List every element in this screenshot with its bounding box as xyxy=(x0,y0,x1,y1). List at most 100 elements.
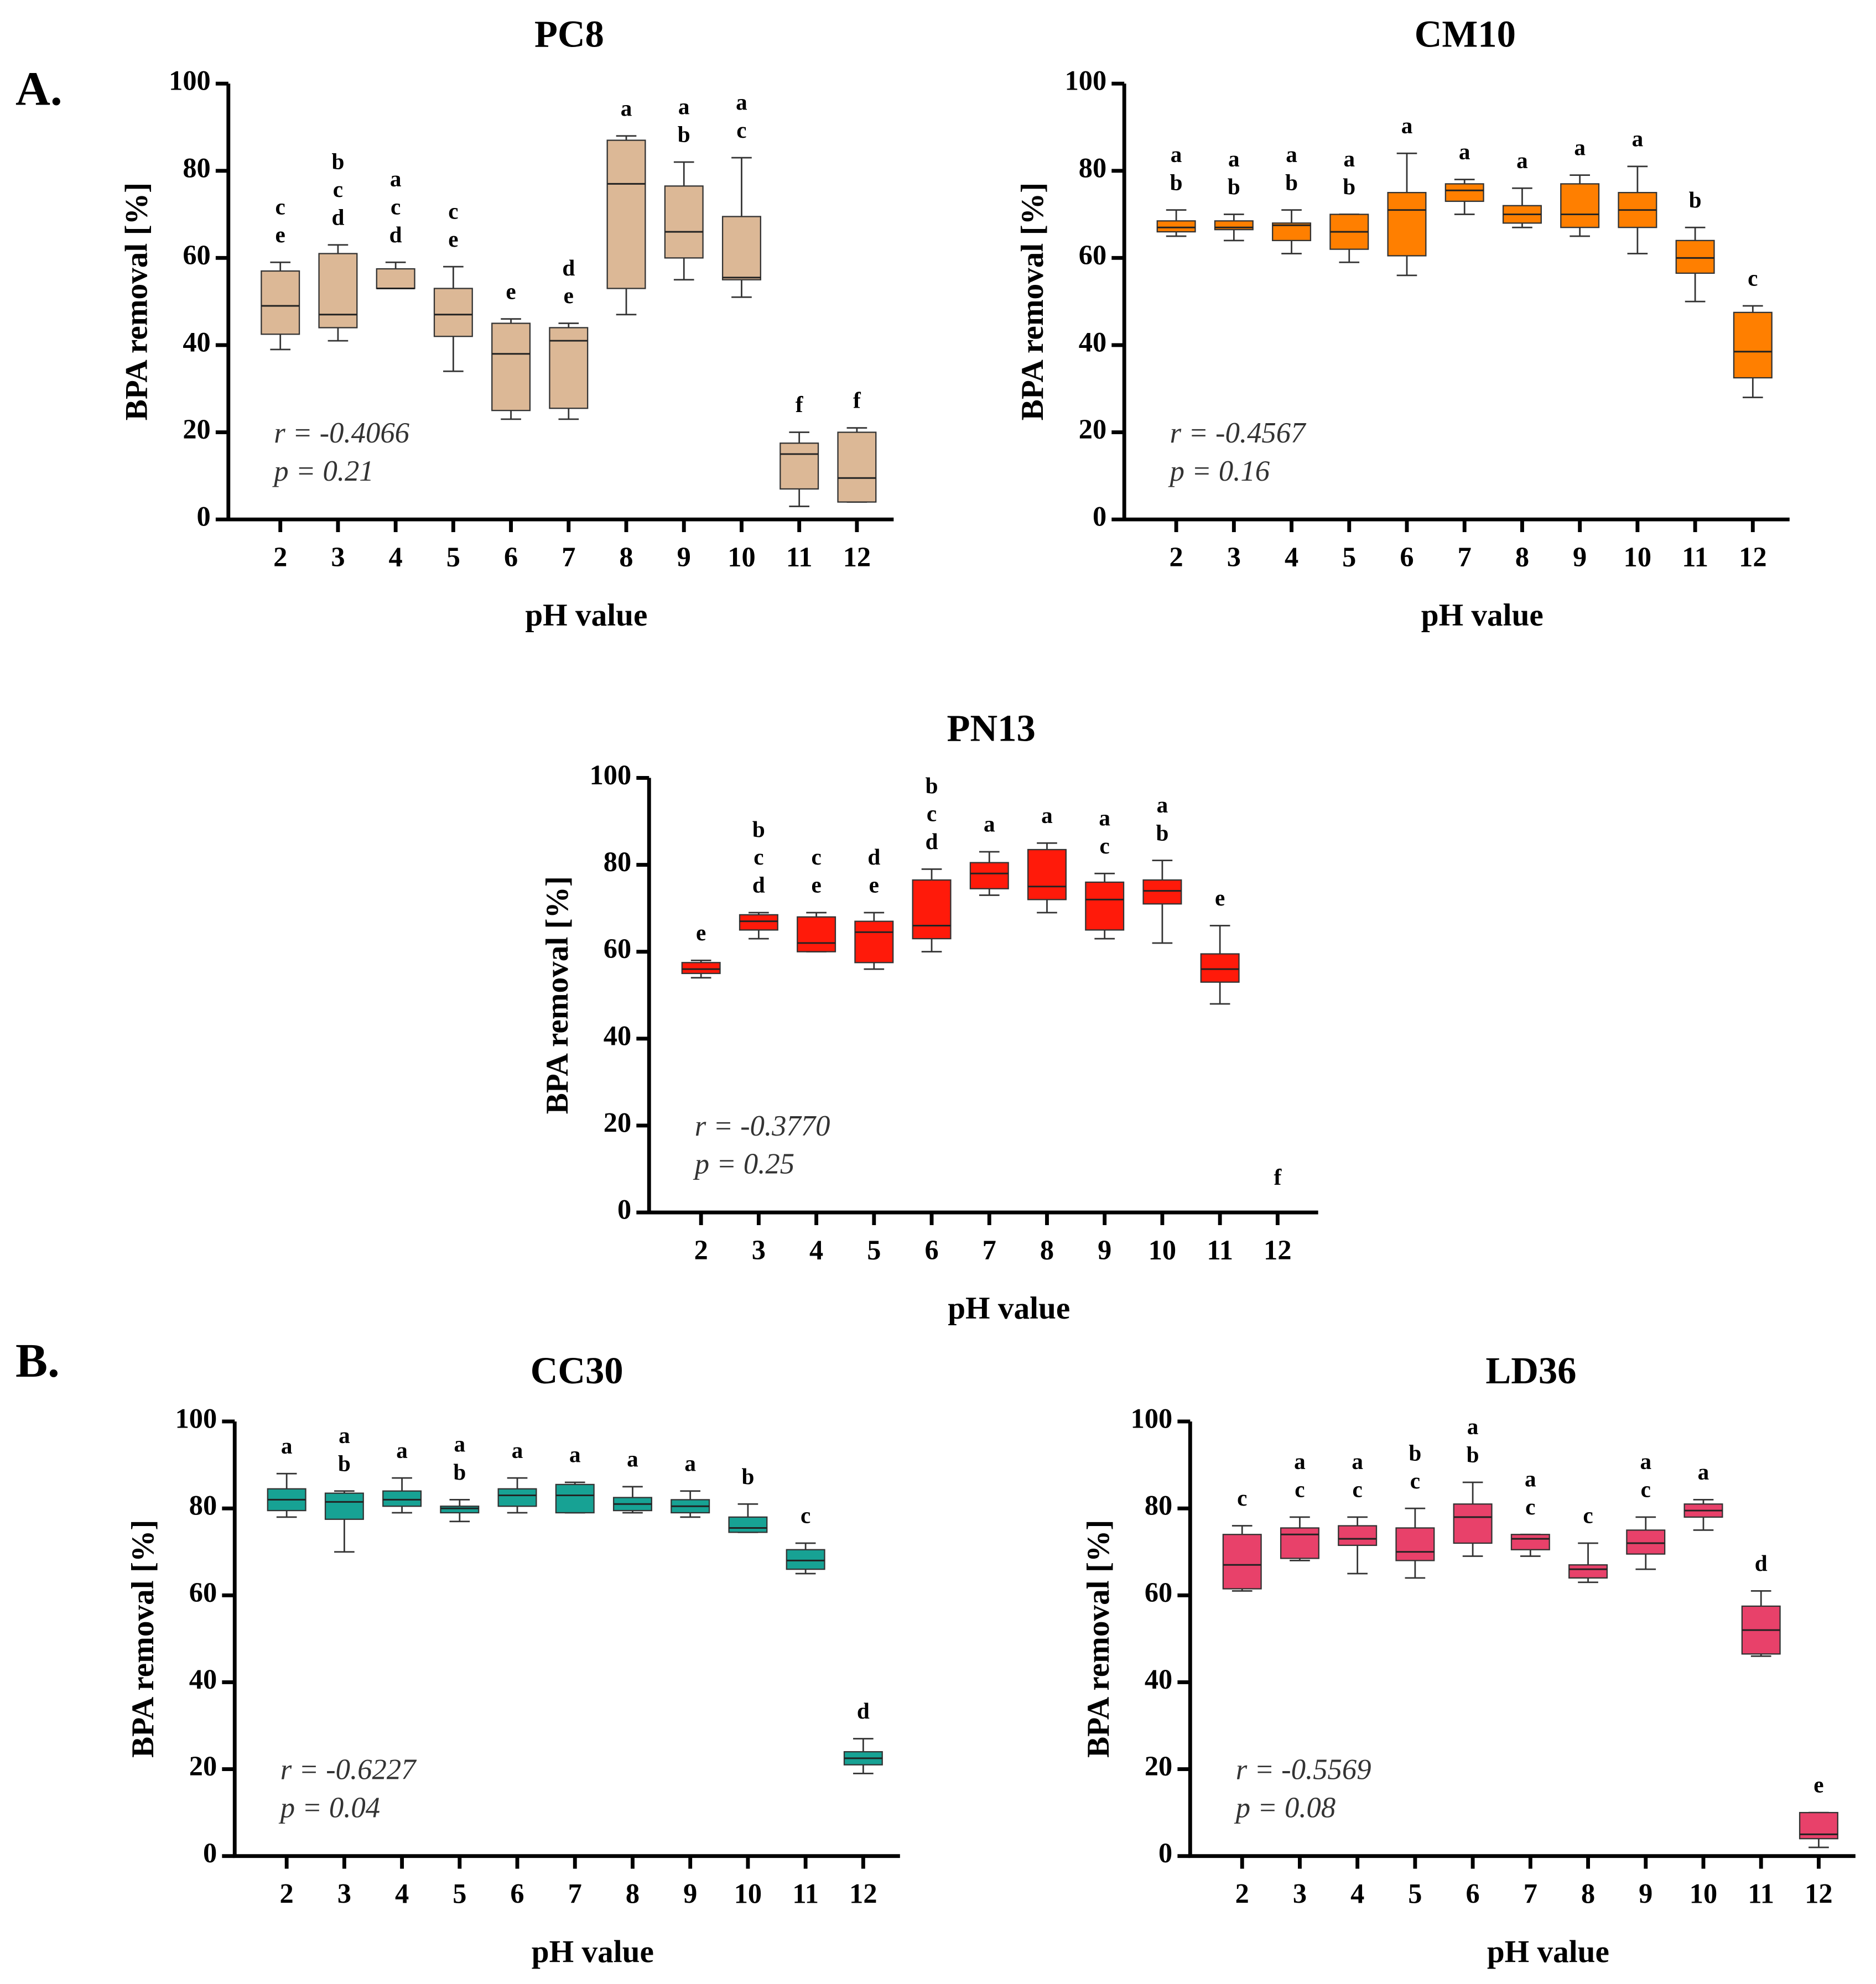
box xyxy=(1444,183,1484,202)
significance-letter: a xyxy=(621,95,632,121)
significance-letter: a xyxy=(1228,146,1240,171)
significance-letter: b xyxy=(1689,187,1702,212)
x-tick-label: 10 xyxy=(1690,1878,1717,1909)
significance-letter: a xyxy=(1632,126,1644,152)
significance-letter: c xyxy=(1410,1468,1420,1493)
y-tick-label: 60 xyxy=(189,1577,217,1608)
x-tick-label: 11 xyxy=(1682,541,1708,572)
x-tick-label: 11 xyxy=(1207,1235,1233,1266)
significance-letter: e xyxy=(506,278,516,304)
x-tick-label: 10 xyxy=(1624,541,1651,572)
y-tick-label: 60 xyxy=(604,933,631,964)
significance-letter: b xyxy=(1156,820,1168,845)
y-tick-label: 40 xyxy=(604,1020,631,1051)
axes xyxy=(647,778,1318,1215)
y-axis-label: BPA removal [%] xyxy=(1015,183,1050,420)
x-tick-label: 8 xyxy=(619,541,633,572)
box xyxy=(324,1492,364,1520)
chart-title: PN13 xyxy=(947,707,1036,749)
x-tick-label: 4 xyxy=(395,1878,409,1909)
box xyxy=(1395,1527,1435,1561)
significance-letter: c xyxy=(1295,1476,1305,1502)
chart-title: LD36 xyxy=(1485,1350,1576,1392)
x-tick-label: 4 xyxy=(1350,1878,1364,1909)
significance-letter: c xyxy=(1100,833,1110,858)
significance-letter: b xyxy=(926,773,938,798)
chart-title: CC30 xyxy=(531,1350,623,1392)
x-tick-label: 3 xyxy=(337,1878,351,1909)
y-axis-label: BPA removal [%] xyxy=(540,876,575,1114)
x-tick-label: 4 xyxy=(809,1235,823,1266)
x-tick-label: 6 xyxy=(504,541,518,572)
annotation: p = 0.16 xyxy=(1168,455,1270,487)
x-tick-label: 12 xyxy=(1739,541,1766,572)
x-tick-label: 7 xyxy=(983,1235,996,1266)
box xyxy=(382,1490,422,1507)
significance-letter: a xyxy=(1467,1414,1479,1439)
x-tick-label: 6 xyxy=(1400,541,1414,572)
x-tick-label: 8 xyxy=(626,1878,640,1909)
significance-letter: e xyxy=(276,222,285,247)
significance-letter: a xyxy=(1286,142,1297,167)
box xyxy=(1568,1564,1608,1579)
box xyxy=(681,962,721,975)
axes xyxy=(226,84,894,522)
significance-letter: c xyxy=(736,117,746,143)
box xyxy=(1453,1503,1493,1544)
y-tick-label: 0 xyxy=(1158,1837,1172,1868)
significance-letter: a xyxy=(1294,1449,1306,1474)
y-tick-label: 0 xyxy=(203,1837,217,1868)
box xyxy=(376,268,415,289)
y-axis-label: BPA removal [%] xyxy=(126,1520,160,1758)
significance-letter: c xyxy=(927,801,937,826)
x-tick-label: 3 xyxy=(752,1235,766,1266)
significance-letter: e xyxy=(564,283,574,308)
y-tick-label: 100 xyxy=(175,1403,217,1434)
annotation: r = -0.4066 xyxy=(274,417,409,449)
y-tick-label: 20 xyxy=(1079,414,1106,445)
annotation: r = -0.6227 xyxy=(280,1754,417,1786)
significance-letter: c xyxy=(1583,1503,1593,1528)
annotation: r = -0.5569 xyxy=(1236,1754,1371,1786)
x-tick-label: 9 xyxy=(1639,1878,1652,1909)
box xyxy=(1733,311,1773,379)
y-tick-label: 20 xyxy=(1145,1751,1172,1782)
y-tick-label: 0 xyxy=(617,1194,631,1225)
significance-letter: f xyxy=(796,392,804,417)
x-tick-label: 5 xyxy=(446,541,460,572)
significance-letter: a xyxy=(1171,142,1182,167)
x-tick-label: 7 xyxy=(1458,541,1472,572)
significance-letter: a xyxy=(1516,148,1528,173)
chart: CC30 pH value BPA removal [%] 0 20 40 60 80 100 2… xyxy=(126,1350,900,1969)
x-tick-label: 2 xyxy=(273,541,287,572)
significance-letter: a xyxy=(396,1438,408,1463)
significance-letter: a xyxy=(1157,792,1168,817)
significance-letter: c xyxy=(448,198,458,223)
significance-letter: a xyxy=(684,1450,696,1476)
y-tick-label: 0 xyxy=(1093,501,1106,532)
box xyxy=(1338,1525,1378,1546)
significance-letter: c xyxy=(811,844,821,869)
significance-letter: a xyxy=(1041,803,1053,828)
box xyxy=(1387,192,1427,257)
significance-letter: f xyxy=(1274,1164,1282,1190)
y-axis-label: BPA removal [%] xyxy=(1081,1520,1116,1758)
significance-letter: d xyxy=(867,844,880,869)
significance-letter: c xyxy=(1748,265,1758,291)
significance-letter: c xyxy=(1525,1494,1535,1519)
axes xyxy=(1122,84,1790,522)
significance-letter: a xyxy=(339,1423,350,1448)
box xyxy=(728,1516,768,1533)
significance-letter: d xyxy=(857,1698,870,1723)
significance-letter: b xyxy=(741,1464,754,1489)
significance-letter: d xyxy=(926,829,938,854)
box xyxy=(1027,848,1067,900)
y-tick-label: 80 xyxy=(1145,1490,1172,1521)
annotation: r = -0.3770 xyxy=(695,1110,830,1142)
significance-letter: a xyxy=(1401,113,1413,138)
significance-letter: e xyxy=(1813,1772,1823,1798)
significance-letter: a xyxy=(1352,1449,1363,1474)
y-tick-label: 80 xyxy=(183,152,210,183)
significance-letter: a xyxy=(569,1442,581,1467)
